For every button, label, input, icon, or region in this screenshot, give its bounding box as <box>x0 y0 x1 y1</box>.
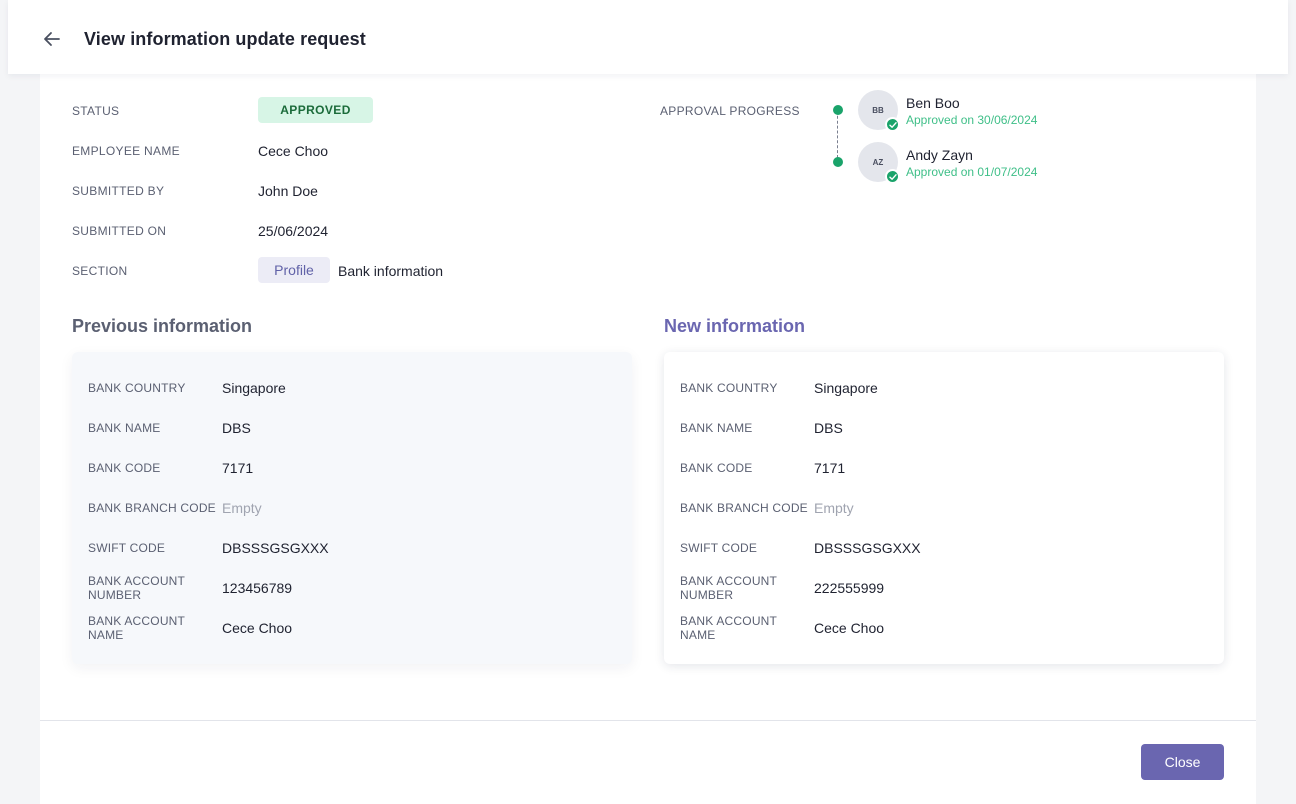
field-label: BANK BRANCH CODE <box>680 501 808 515</box>
field-label: BANK ACCOUNT NUMBER <box>680 574 777 602</box>
field-label: BANK ACCOUNT NAME <box>88 614 185 642</box>
field-value: Empty <box>222 500 262 516</box>
back-button[interactable] <box>40 27 64 51</box>
field-row: SWIFT CODE DBSSSGSGXXX <box>680 528 1200 568</box>
field-row: BANK ACCOUNT NUMBER 222555999 <box>680 568 1200 608</box>
field-value: DBS <box>814 420 843 436</box>
field-label: BANK COUNTRY <box>88 381 186 395</box>
field-value: 222555999 <box>814 580 885 596</box>
field-label: BANK ACCOUNT NUMBER <box>88 574 185 602</box>
field-value: Singapore <box>222 380 286 396</box>
field-row: BANK CODE 7171 <box>680 448 1200 488</box>
field-value: Singapore <box>814 380 878 396</box>
check-icon <box>885 117 900 132</box>
field-value: 123456789 <box>222 580 293 596</box>
field-label: BANK BRANCH CODE <box>88 501 216 515</box>
footer-divider <box>40 720 1256 721</box>
field-label: BANK CODE <box>680 461 753 475</box>
new-information-card: BANK COUNTRY Singapore BANK NAME DBS BAN… <box>664 352 1224 664</box>
progress-connector <box>837 106 838 158</box>
progress-dot <box>833 157 843 167</box>
field-value: Empty <box>814 500 854 516</box>
page-header: View information update request <box>8 0 1288 74</box>
field-row: BANK ACCOUNT NUMBER 123456789 <box>88 568 608 608</box>
avatar-initials: BB <box>872 105 884 115</box>
previous-information-heading: Previous information <box>72 316 253 336</box>
previous-information-card: BANK COUNTRY Singapore BANK NAME DBS BAN… <box>72 352 632 664</box>
field-value: DBSSSGSGXXX <box>814 540 921 556</box>
section-value: Bank information <box>338 263 444 279</box>
field-value: 7171 <box>814 460 846 476</box>
check-icon <box>885 169 900 184</box>
approver-status: Approved on 01/07/2024 <box>906 165 1038 179</box>
field-label: BANK NAME <box>88 421 161 435</box>
request-details-panel: STATUS APPROVED EMPLOYEE NAME Cece Choo … <box>40 74 1256 804</box>
field-value: DBSSSGSGXXX <box>222 540 329 556</box>
approver-status: Approved on 30/06/2024 <box>906 113 1038 127</box>
employee-name-label: EMPLOYEE NAME <box>72 144 180 158</box>
approval-progress-label: APPROVAL PROGRESS <box>660 104 800 118</box>
field-row: BANK NAME DBS <box>88 408 608 448</box>
field-value: 7171 <box>222 460 254 476</box>
submitted-by-label: SUBMITTED BY <box>72 184 165 198</box>
field-value: Cece Choo <box>814 620 885 636</box>
status-label: STATUS <box>72 104 120 118</box>
field-row: BANK COUNTRY Singapore <box>680 368 1200 408</box>
field-label: BANK COUNTRY <box>680 381 778 395</box>
field-value: DBS <box>222 420 251 436</box>
field-label: BANK NAME <box>680 421 753 435</box>
status-badge: APPROVED <box>258 97 373 123</box>
field-row: BANK BRANCH CODE Empty <box>680 488 1200 528</box>
field-row: BANK CODE 7171 <box>88 448 608 488</box>
arrow-left-icon <box>44 32 60 46</box>
section-label: SECTION <box>72 264 128 278</box>
field-label: BANK ACCOUNT NAME <box>680 614 777 642</box>
section-chip: Profile <box>258 257 330 283</box>
submitted-on-value: 25/06/2024 <box>258 223 329 239</box>
field-label: SWIFT CODE <box>88 541 166 555</box>
approver-name: Ben Boo <box>906 95 960 111</box>
page-title: View information update request <box>84 29 366 49</box>
employee-name-value: Cece Choo <box>258 143 329 159</box>
field-row: BANK BRANCH CODE Empty <box>88 488 608 528</box>
new-information-heading: New information <box>664 316 806 336</box>
submitted-on-label: SUBMITTED ON <box>72 224 167 238</box>
field-row: BANK NAME DBS <box>680 408 1200 448</box>
close-button[interactable]: Close <box>1141 744 1224 780</box>
submitted-by-value: John Doe <box>258 183 318 199</box>
field-row: SWIFT CODE DBSSSGSGXXX <box>88 528 608 568</box>
field-label: SWIFT CODE <box>680 541 758 555</box>
avatar-initials: AZ <box>872 157 884 167</box>
avatar: AZ <box>858 142 900 184</box>
avatar: BB <box>858 90 900 132</box>
field-label: BANK CODE <box>88 461 161 475</box>
field-row: BANK ACCOUNT NAME Cece Choo <box>680 608 1200 648</box>
field-value: Cece Choo <box>222 620 293 636</box>
progress-dot <box>833 105 843 115</box>
field-row: BANK ACCOUNT NAME Cece Choo <box>88 608 608 648</box>
approver-name: Andy Zayn <box>906 147 973 163</box>
field-row: BANK COUNTRY Singapore <box>88 368 608 408</box>
